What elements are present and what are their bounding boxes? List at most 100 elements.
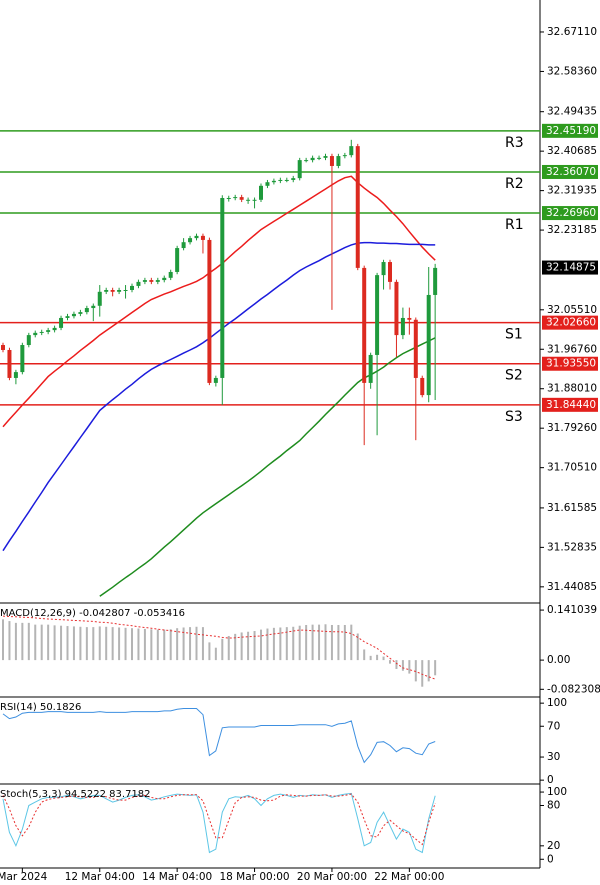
candle-body	[252, 199, 257, 201]
histogram-bar	[8, 621, 11, 661]
candle-body	[381, 262, 386, 276]
y-tick-label: 32.49435	[547, 106, 597, 118]
histogram-bar	[118, 627, 121, 661]
y-tick-label: 31.79260	[547, 422, 597, 434]
histogram-bar	[60, 625, 63, 661]
candle-body	[39, 331, 44, 333]
histogram-bar	[427, 660, 430, 682]
histogram-bar	[227, 635, 230, 661]
candle-body	[91, 305, 96, 309]
histogram-bar	[124, 627, 127, 661]
candle-body	[142, 280, 147, 282]
y-tick-label: 100	[547, 786, 567, 798]
histogram-bar	[401, 660, 404, 671]
histogram-bar	[47, 624, 50, 661]
candle-body	[78, 312, 83, 314]
histogram-bar	[311, 624, 314, 661]
candle-body	[188, 238, 193, 243]
histogram-bar	[176, 628, 179, 661]
candle-body	[400, 317, 405, 336]
histogram-bar	[369, 655, 372, 661]
candle-body	[194, 235, 199, 239]
level-price-box	[542, 315, 598, 330]
candle-body	[168, 271, 173, 278]
y-tick-label: 100	[547, 697, 567, 709]
histogram-bar	[137, 628, 140, 661]
candle-body	[155, 280, 160, 282]
candle-body	[1, 345, 5, 350]
last-price-box	[542, 260, 598, 275]
candle-body	[433, 267, 438, 295]
indicator-line	[99, 337, 436, 597]
histogram-bar	[298, 625, 301, 661]
candle-body	[349, 146, 354, 156]
level-price-box	[542, 164, 598, 179]
histogram-bar	[376, 654, 379, 661]
candle-body	[181, 242, 186, 249]
candle-body	[420, 377, 425, 396]
x-tick-label: 12 Mar 04:00	[65, 871, 135, 883]
x-tick-label: 22 Mar 00:00	[374, 871, 444, 883]
candle-body	[336, 156, 341, 166]
histogram-bar	[356, 633, 359, 661]
candle-body	[297, 160, 302, 179]
candle-body	[207, 239, 212, 383]
histogram-bar	[201, 627, 204, 661]
indicator-line	[2, 793, 436, 846]
y-tick-label: 80	[547, 800, 560, 812]
candle-body	[71, 313, 76, 317]
candle-body	[246, 199, 251, 201]
candle-body	[278, 179, 283, 181]
histogram-bar	[324, 624, 327, 661]
y-tick-label: 31.88010	[547, 383, 597, 395]
y-tick-label: 0	[547, 853, 554, 865]
histogram-bar	[292, 626, 295, 661]
x-tick-label: Mar 2024	[0, 871, 48, 883]
candle-body	[375, 275, 380, 355]
histogram-bar	[395, 660, 398, 669]
level-name: S1	[505, 327, 523, 343]
candle-body	[329, 156, 334, 166]
histogram-bar	[195, 626, 198, 661]
histogram-bar	[214, 647, 217, 661]
histogram-bar	[266, 628, 269, 661]
level-price: 32.26960	[546, 207, 596, 219]
histogram-bar	[350, 624, 353, 661]
candle-body	[355, 146, 360, 268]
level-price-box	[542, 397, 598, 412]
histogram-bar	[14, 622, 17, 661]
level-name: R1	[505, 217, 524, 233]
candle-body	[220, 197, 225, 378]
candle-body	[65, 316, 70, 318]
candle-body	[110, 289, 115, 292]
candle-body	[304, 160, 309, 162]
candle-body	[162, 277, 167, 281]
histogram-bar	[421, 660, 424, 687]
histogram-bar	[330, 624, 333, 661]
candle-body	[136, 281, 141, 286]
histogram-bar	[343, 624, 346, 661]
level-price-box	[542, 206, 598, 221]
histogram-bar	[169, 629, 172, 661]
y-tick-label: 32.40685	[547, 145, 597, 157]
y-tick-label: -0.082308	[547, 683, 600, 695]
y-tick-label: 31.61585	[547, 502, 597, 514]
histogram-bar	[318, 624, 321, 661]
candle-body	[52, 327, 57, 331]
indicator-line	[2, 241, 436, 552]
candle-body	[394, 281, 399, 336]
y-tick-label: 32.05510	[547, 304, 597, 316]
histogram-bar	[434, 660, 437, 676]
indicator-line	[2, 792, 436, 854]
histogram-bar	[253, 631, 256, 661]
histogram-bar	[247, 631, 250, 661]
candle-body	[104, 289, 109, 292]
histogram-bar	[189, 627, 192, 661]
candle-body	[323, 156, 328, 158]
candle-body	[310, 157, 315, 161]
y-tick-label: 32.58360	[547, 65, 597, 77]
level-price: 32.36070	[546, 166, 596, 178]
